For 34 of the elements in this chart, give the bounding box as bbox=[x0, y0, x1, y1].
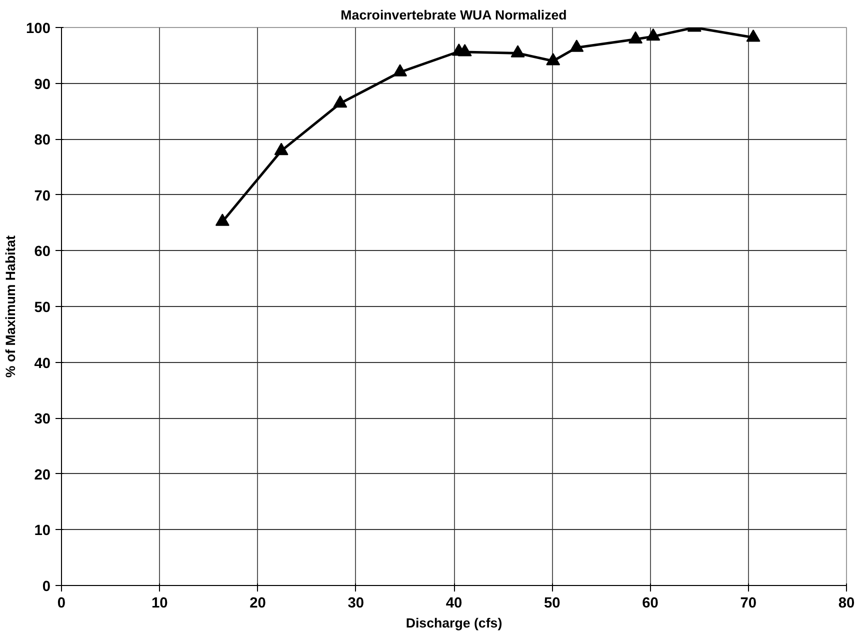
y-tick-label: 20 bbox=[34, 467, 51, 484]
x-tick-label: 50 bbox=[544, 596, 560, 612]
y-tick-label: 90 bbox=[34, 76, 51, 93]
x-axis-title: Discharge (cfs) bbox=[406, 616, 502, 630]
x-tick-label: 0 bbox=[57, 596, 66, 612]
point bbox=[333, 95, 348, 108]
point bbox=[646, 28, 660, 41]
chart-title: Macroinvertebrate WUA Normalized bbox=[340, 8, 567, 22]
x-tick-label: 20 bbox=[250, 596, 266, 612]
point bbox=[510, 45, 525, 58]
y-axis-title: % of Maximum Habitat bbox=[3, 234, 18, 378]
x-tick-label: 80 bbox=[838, 596, 855, 612]
x-tick-label: 10 bbox=[151, 596, 168, 612]
y-tick-label: 70 bbox=[34, 188, 51, 204]
y-tick-label: 50 bbox=[34, 300, 51, 316]
point bbox=[393, 64, 408, 76]
point bbox=[628, 31, 643, 44]
y-tick-label: 10 bbox=[34, 523, 51, 540]
x-tick-label: 70 bbox=[740, 596, 757, 612]
x-tick-label: 40 bbox=[446, 596, 462, 612]
point bbox=[546, 52, 560, 66]
point bbox=[570, 40, 584, 52]
x-tick-label: 60 bbox=[642, 596, 658, 612]
y-tick-label: 60 bbox=[34, 244, 51, 260]
x-tick-label: 30 bbox=[348, 596, 364, 612]
y-tick-label: 100 bbox=[26, 21, 51, 37]
point bbox=[274, 142, 288, 156]
point bbox=[458, 44, 472, 56]
y-tick-label: 80 bbox=[34, 132, 51, 149]
y-tick-label: 30 bbox=[34, 412, 51, 428]
point bbox=[215, 214, 230, 226]
point bbox=[746, 30, 760, 42]
y-tick-label: 0 bbox=[42, 579, 51, 595]
y-tick-label: 40 bbox=[34, 356, 51, 372]
